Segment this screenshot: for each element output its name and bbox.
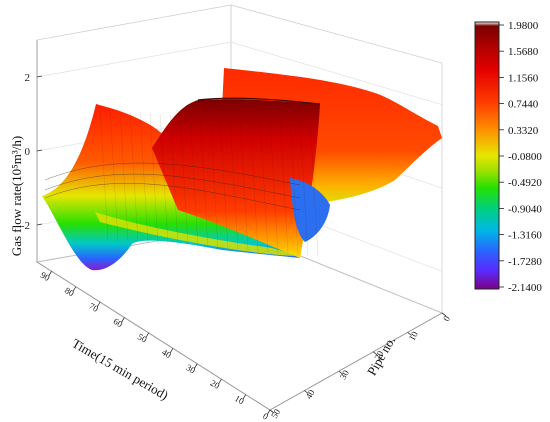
contour-line bbox=[44, 173, 301, 199]
x-tick-label: 10 bbox=[233, 393, 246, 406]
y-tick bbox=[338, 370, 344, 375]
colorbar-label: -0.4920 bbox=[508, 177, 542, 189]
colorbar-label: -2.1400 bbox=[508, 282, 542, 294]
x-tick-label: 80 bbox=[63, 285, 76, 298]
colorbar: 1.9800 1.5680 1.1560 0.7440 0.3320 -0.0800 -0.… bbox=[474, 20, 542, 294]
x-tick-label: 30 bbox=[184, 362, 197, 375]
mesh-line bbox=[189, 114, 199, 248]
colorbar-label: -0.9040 bbox=[508, 203, 542, 215]
surface-plateau-strip bbox=[95, 212, 300, 256]
mesh-line bbox=[109, 110, 119, 241]
z-tick-label: 2 bbox=[25, 72, 31, 84]
x-tick bbox=[121, 317, 125, 323]
mesh-line bbox=[259, 117, 269, 253]
mesh-line bbox=[279, 118, 289, 255]
grid-line bbox=[36, 41, 443, 106]
front-bottom-right bbox=[269, 312, 443, 411]
x-tick bbox=[96, 301, 101, 308]
x-tick-label: 50 bbox=[136, 331, 149, 344]
mesh-line bbox=[289, 119, 299, 256]
z-tick bbox=[36, 223, 43, 226]
contour-line bbox=[44, 183, 301, 211]
x-tick-label: 90 bbox=[39, 270, 52, 283]
y-tick bbox=[441, 312, 447, 317]
y-axis-title: Pipe no. bbox=[364, 334, 398, 378]
surface-mesh bbox=[44, 109, 319, 257]
mesh-line bbox=[199, 114, 209, 249]
z-tick bbox=[36, 149, 43, 152]
colorbar-label: 0.3320 bbox=[508, 125, 539, 137]
x-tick-label: 0 bbox=[261, 411, 270, 422]
colorbar-label: 0.7440 bbox=[508, 99, 539, 111]
mesh-line bbox=[119, 110, 129, 242]
x-tick bbox=[218, 378, 222, 385]
y-tick-label: 30 bbox=[338, 368, 351, 381]
surface-right-dip bbox=[290, 178, 330, 242]
y-tick bbox=[304, 390, 309, 394]
colorbar-label: 1.5680 bbox=[508, 46, 539, 58]
x-tick bbox=[72, 286, 77, 292]
z-tick-label: -2 bbox=[21, 220, 30, 232]
mesh-line bbox=[249, 117, 259, 253]
y-tick bbox=[407, 332, 412, 336]
x-tick-label: 70 bbox=[87, 301, 100, 314]
surface bbox=[42, 68, 442, 271]
colorbar-label: -1.7280 bbox=[508, 256, 542, 268]
colorbar-labels: 1.9800 1.5680 1.1560 0.7440 0.3320 -0.0800 -0.… bbox=[499, 20, 542, 294]
mesh-line bbox=[179, 113, 189, 247]
z-axis-title: Gas flow rate(10⁵m³/h) bbox=[9, 136, 24, 256]
y-tick bbox=[372, 351, 378, 356]
mesh-line bbox=[139, 111, 149, 244]
z-tick-label: 0 bbox=[25, 146, 31, 158]
y-tick-label: 50 bbox=[269, 407, 282, 420]
x-tick bbox=[145, 332, 149, 339]
mesh-line bbox=[239, 116, 249, 252]
mesh-line bbox=[169, 113, 179, 246]
mesh-line bbox=[209, 115, 219, 249]
x-tick-label: 40 bbox=[160, 347, 173, 360]
colorbar-label: -0.0800 bbox=[508, 151, 542, 163]
x-tick-label: 60 bbox=[112, 316, 125, 329]
x-tick bbox=[169, 348, 174, 354]
x-tick bbox=[266, 409, 271, 416]
mesh-line bbox=[99, 109, 109, 241]
mesh-line bbox=[299, 119, 309, 257]
x-axis-title: Time(15 min period) bbox=[69, 335, 171, 402]
mesh-line bbox=[269, 118, 279, 254]
colorbar-label: -1.3160 bbox=[508, 230, 542, 242]
mesh-line bbox=[219, 115, 229, 250]
y-tick-label: 10 bbox=[407, 329, 420, 342]
colorbar-gradient bbox=[474, 21, 500, 290]
mesh-line bbox=[309, 120, 319, 257]
x-tick-label: 20 bbox=[209, 378, 222, 391]
y-tick-label: 0 bbox=[441, 314, 452, 323]
colorbar-label: 1.9800 bbox=[508, 20, 539, 32]
x-tick bbox=[193, 363, 198, 369]
mesh-line bbox=[129, 111, 139, 243]
z-tick bbox=[36, 75, 43, 78]
y-tick-label: 40 bbox=[303, 387, 316, 400]
colorbar-label: 1.1560 bbox=[508, 72, 539, 84]
contour-line bbox=[44, 162, 301, 186]
x-tick bbox=[48, 271, 52, 277]
mesh-line bbox=[229, 116, 239, 251]
surface-ridge-top bbox=[197, 97, 321, 105]
y-tick bbox=[269, 409, 275, 414]
mesh-line bbox=[159, 112, 169, 245]
x-tick bbox=[242, 394, 247, 400]
mesh-line bbox=[149, 112, 159, 245]
surface-ridge-section bbox=[152, 99, 320, 258]
